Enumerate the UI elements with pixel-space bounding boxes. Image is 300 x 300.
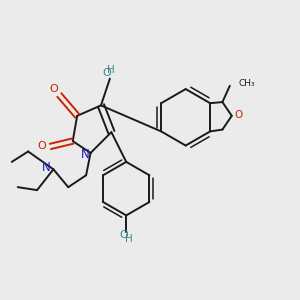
Text: O: O [234,110,242,120]
Text: O: O [49,84,58,94]
Text: H: H [107,65,115,75]
Text: H: H [125,234,133,244]
Text: N: N [42,161,50,174]
Text: N: N [81,148,90,161]
Text: O: O [119,230,128,240]
Text: O: O [103,68,111,78]
Text: O: O [38,141,46,152]
Text: CH₃: CH₃ [238,79,255,88]
